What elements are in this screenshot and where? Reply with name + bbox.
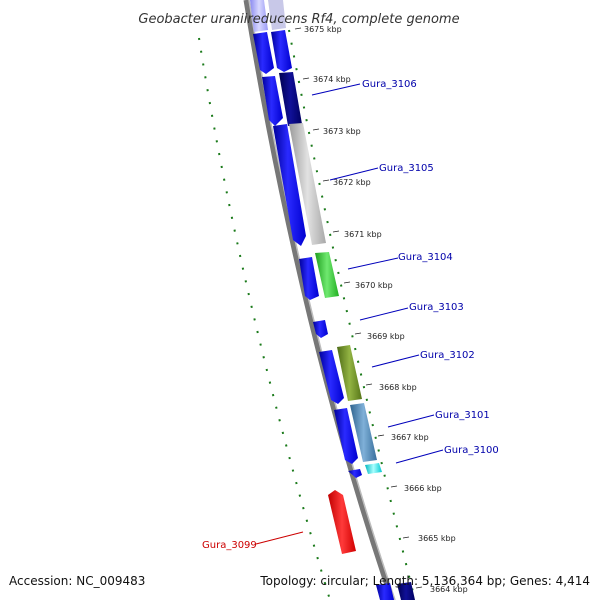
accession-text: Accession: NC_009483 [9, 574, 146, 588]
gene-label-gura-3101[interactable]: Gura_3101 [435, 410, 490, 421]
tick-label: 3666 kbp [404, 484, 442, 493]
tick-labels: 3675 kbp 3674 kbp 3673 kbp 3672 kbp 3671… [304, 25, 468, 594]
gene-labels: Gura_3106 Gura_3105 Gura_3104 Gura_3103 … [202, 79, 499, 551]
inner-dotted-circle [288, 29, 416, 600]
tick-marks [294, 27, 423, 589]
genome-summary-text: Topology: circular; Length: 5,136,364 bp… [260, 574, 590, 588]
tick-label: 3670 kbp [355, 281, 393, 290]
feature-top-pale-2 [268, 0, 286, 30]
gene-feature-reverse-1[interactable] [262, 76, 283, 126]
gene-feature-reverse-small[interactable] [313, 320, 328, 338]
map-title: Geobacter uraniireducens Rf4, complete g… [138, 12, 459, 27]
gene-label-gura-3105[interactable]: Gura_3105 [379, 163, 434, 174]
tick-label: 3672 kbp [333, 178, 371, 187]
backbone-arc [243, 0, 395, 600]
gene-feature-reverse-4[interactable] [334, 408, 358, 464]
gene-feature-gura-3102[interactable] [337, 345, 362, 401]
gene-feature-gura-3106[interactable] [279, 72, 302, 126]
gene-feature-upper-b[interactable] [271, 30, 292, 72]
gene-feature-gura-3105[interactable] [289, 123, 326, 245]
tick-label: 3667 kbp [391, 433, 429, 442]
gene-label-gura-3104[interactable]: Gura_3104 [398, 252, 453, 263]
gene-label-gura-3100[interactable]: Gura_3100 [444, 445, 499, 456]
tick-label: 3669 kbp [367, 332, 405, 341]
gene-feature-bottom-b[interactable] [397, 582, 415, 600]
tick-label: 3664 kbp [430, 585, 468, 594]
tick-label: 3665 kbp [418, 534, 456, 543]
tick-label: 3668 kbp [379, 383, 417, 392]
gene-feature-gura-3104[interactable] [315, 252, 339, 298]
gene-feature-gura-3101[interactable] [350, 403, 377, 462]
gene-feature-gura-3099[interactable] [328, 490, 356, 554]
gene-label-gura-3106[interactable]: Gura_3106 [362, 79, 417, 90]
gene-label-gura-3103[interactable]: Gura_3103 [409, 302, 464, 313]
gene-label-gura-3099[interactable]: Gura_3099 [202, 540, 257, 551]
gene-feature-reverse-3[interactable] [319, 350, 344, 404]
gene-feature-reverse-5[interactable] [348, 469, 362, 478]
feature-top-pale [250, 0, 268, 32]
gene-feature-reverse-2[interactable] [273, 124, 306, 246]
tick-label: 3671 kbp [344, 230, 382, 239]
tick-label: 3674 kbp [313, 75, 351, 84]
gene-feature-bottom-a[interactable] [376, 583, 394, 600]
tick-label: 3675 kbp [304, 25, 342, 34]
gene-feature-gura-3103[interactable] [299, 257, 319, 300]
gene-feature-upper-a[interactable] [253, 32, 274, 74]
gene-leader-lines [255, 83, 444, 545]
tick-label: 3673 kbp [323, 127, 361, 136]
gene-label-gura-3102[interactable]: Gura_3102 [420, 350, 475, 361]
gene-feature-gura-3100[interactable] [365, 463, 382, 474]
